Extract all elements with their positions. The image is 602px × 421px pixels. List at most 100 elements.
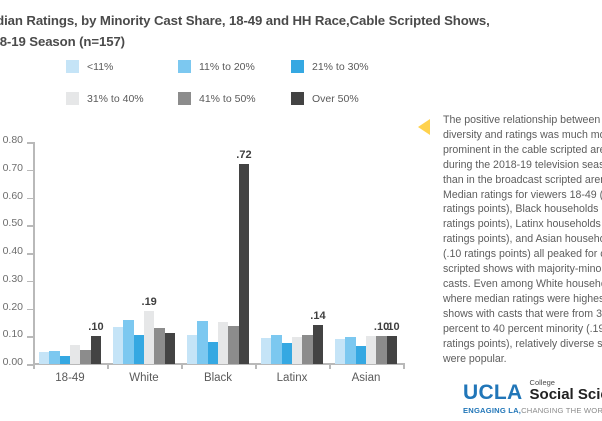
y-axis-tick: 0.30 — [3, 273, 33, 285]
bar-column[interactable] — [281, 142, 292, 364]
bar[interactable] — [59, 355, 70, 364]
page-title-line-1: Median Ratings, by Minority Cast Share, … — [0, 13, 490, 28]
bar-column[interactable] — [355, 142, 366, 364]
bar-column[interactable] — [80, 142, 91, 364]
bar-column[interactable] — [345, 142, 356, 364]
legend-item-3[interactable]: 31% to 40% — [66, 92, 178, 105]
bar-column[interactable] — [59, 142, 70, 364]
bar-column[interactable] — [334, 142, 346, 364]
bar-value-label: .10 — [373, 321, 390, 334]
y-axis-tick: 0.60 — [3, 190, 33, 202]
bar-column[interactable]: .14 — [310, 142, 326, 364]
bar-column[interactable] — [260, 142, 272, 364]
bar-column[interactable] — [271, 142, 282, 364]
legend-item-5[interactable]: Over 50% — [291, 92, 401, 105]
bar[interactable] — [164, 333, 176, 364]
bar-column[interactable] — [302, 142, 313, 364]
bar[interactable] — [345, 336, 356, 364]
bar-column[interactable]: .19 — [142, 142, 157, 364]
bar[interactable] — [386, 336, 398, 364]
bar[interactable] — [38, 351, 50, 364]
page-title: Median Ratings, by Minority Cast Share, … — [0, 10, 498, 52]
y-axis-tick: 0.80 — [3, 134, 33, 146]
bar[interactable] — [69, 345, 81, 364]
bar-column[interactable] — [291, 142, 303, 364]
y-axis-tick-label: 0.00 — [2, 356, 23, 368]
ucla-tagline-bold: ENGAGING LA, — [463, 406, 522, 415]
bar-column[interactable] — [197, 142, 208, 364]
bar-group-white: .19 — [112, 142, 176, 364]
bar-value-label: .10 — [88, 321, 104, 334]
bar-column[interactable] — [217, 142, 229, 364]
bar-column[interactable] — [365, 142, 377, 364]
ucla-logo: UCLA College Social Sciences ENGAGING LA… — [463, 378, 602, 415]
x-axis-group-label: Black — [203, 372, 233, 384]
bar-column[interactable] — [49, 142, 60, 364]
bar-column[interactable] — [186, 142, 198, 364]
bar-column[interactable]: .10 — [384, 142, 400, 364]
bar[interactable] — [238, 164, 250, 364]
bar-column[interactable] — [133, 142, 144, 364]
bar[interactable] — [154, 327, 165, 364]
bar[interactable] — [365, 336, 377, 364]
bar-column[interactable] — [228, 142, 239, 364]
legend-item-label: 31% to 40% — [87, 92, 144, 105]
bar[interactable] — [123, 319, 134, 364]
ucla-tagline-light: CHANGING THE WORLD — [521, 406, 602, 415]
bar-column[interactable] — [123, 142, 134, 364]
annotation-callout: The positive relationship between cast d… — [418, 113, 602, 366]
legend-item-0[interactable]: <11% — [66, 60, 178, 73]
bar[interactable] — [312, 325, 324, 364]
legend-item-1[interactable]: 11% to 20% — [178, 60, 291, 73]
y-axis-tick: 0.00 — [3, 356, 33, 368]
x-axis-group-label: Asian — [351, 372, 381, 384]
bar[interactable] — [133, 334, 144, 364]
bar-column[interactable] — [164, 142, 176, 364]
bar[interactable] — [302, 334, 313, 364]
triangle-right-icon — [418, 119, 430, 135]
bar[interactable] — [228, 325, 239, 364]
bar[interactable] — [49, 350, 60, 364]
legend-item-2[interactable]: 21% to 30% — [291, 60, 401, 73]
legend-item-4[interactable]: 41% to 50% — [178, 92, 291, 105]
bar[interactable] — [281, 343, 292, 364]
bar[interactable] — [90, 336, 102, 364]
bar[interactable] — [271, 334, 282, 364]
bar[interactable] — [80, 349, 91, 364]
x-axis-group-label: 18-49 — [55, 372, 85, 384]
bar[interactable] — [376, 336, 387, 364]
legend-swatch-icon — [66, 60, 79, 73]
legend-item-label: 21% to 30% — [312, 60, 369, 73]
bar[interactable] — [260, 337, 272, 364]
bar-column[interactable]: .10 — [88, 142, 104, 364]
y-axis-tick-label: 0.50 — [2, 217, 23, 230]
y-axis: 0.00 0.10 0.20 0.30 0.40 0.50 0.60 0.70 0.80 — [3, 134, 35, 368]
y-axis-tick-label: 0.40 — [2, 245, 23, 257]
bar[interactable] — [143, 311, 155, 364]
bar-value-label: .10 — [384, 321, 400, 334]
legend-item-label: 11% to 20% — [199, 60, 255, 73]
bar-column[interactable] — [112, 142, 124, 364]
annotation-text: The positive relationship between cast d… — [443, 114, 602, 365]
bar[interactable] — [291, 336, 303, 364]
bar[interactable] — [112, 326, 124, 364]
y-axis-tick-label: 0.60 — [2, 189, 23, 202]
y-axis-tick: 0.20 — [3, 301, 33, 313]
bar[interactable] — [217, 322, 229, 364]
y-axis-tick: 0.40 — [3, 245, 33, 257]
legend-item-label: <11% — [87, 60, 114, 73]
bar-column[interactable] — [69, 142, 81, 364]
bar-column[interactable]: .72 — [236, 142, 252, 364]
bar-column[interactable] — [38, 142, 50, 364]
bar-column[interactable] — [207, 142, 218, 364]
bar-value-label: .72 — [236, 149, 252, 162]
bar-column[interactable] — [154, 142, 165, 364]
bar[interactable] — [334, 339, 346, 364]
bar[interactable] — [207, 341, 218, 364]
bar-value-label: .14 — [310, 310, 326, 323]
bar[interactable] — [355, 345, 366, 364]
bar-column[interactable]: .10 — [373, 142, 390, 364]
bar[interactable] — [186, 334, 198, 364]
bar[interactable] — [197, 321, 208, 364]
x-axis-tick — [107, 363, 109, 369]
